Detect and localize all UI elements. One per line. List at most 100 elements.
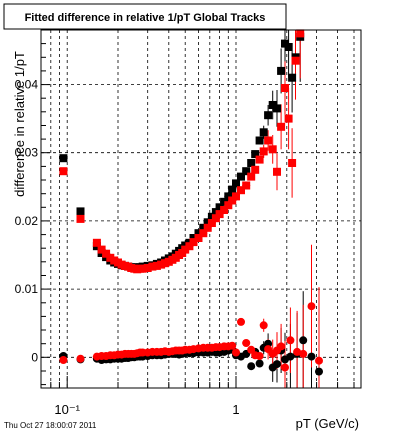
data-point-square (185, 242, 194, 251)
footer-timestamp: Thu Oct 27 18:00:07 2011 (4, 421, 97, 430)
data-point-square (232, 179, 240, 188)
y-tick-label: 0.03 (15, 146, 39, 160)
data-point-square (215, 203, 224, 212)
data-point-circle (242, 339, 251, 347)
data-point-circle (247, 345, 256, 354)
x-tick-label: 10⁻¹ (54, 402, 80, 417)
data-point-square (211, 214, 220, 223)
data-point-square (255, 155, 264, 164)
data-point-square (97, 245, 106, 254)
data-point-square (220, 206, 229, 214)
data-point-square (228, 185, 237, 194)
x-tick-label: 1 (232, 402, 239, 417)
data-point-square (203, 218, 212, 227)
data-point-square (92, 238, 101, 247)
data-point-circle (299, 336, 308, 345)
data-point-circle (277, 342, 286, 351)
data-point-square (102, 249, 111, 258)
data-point-square (59, 154, 68, 163)
data-points (59, 29, 323, 376)
data-point-square (181, 241, 190, 250)
data-point-circle (315, 356, 323, 365)
data-point-square (199, 223, 208, 232)
data-point-square (273, 104, 281, 113)
data-point-square (247, 172, 256, 181)
data-point-circle (281, 363, 289, 372)
data-point-circle (59, 356, 68, 364)
data-point-square (189, 238, 198, 247)
data-point-circle (315, 367, 323, 376)
data-point-square (277, 122, 286, 131)
y-axis-label: difference in relative 1/pT (12, 51, 27, 197)
data-point-square (264, 136, 273, 145)
x-axis-label: pT (GeV/c) (296, 416, 359, 431)
data-point-square (273, 167, 281, 176)
data-point-square (194, 234, 203, 242)
data-point-square (224, 192, 233, 201)
data-point-square (237, 186, 245, 195)
data-point-square (59, 167, 68, 176)
data-point-square (255, 136, 264, 145)
data-point-square (247, 159, 256, 167)
data-point-circle (293, 347, 302, 356)
data-point-square (224, 201, 233, 210)
data-point-square (215, 210, 224, 219)
data-point-square (228, 196, 237, 205)
data-point-circle (76, 354, 85, 363)
data-point-square (259, 128, 268, 137)
y-tick-label: 0.02 (15, 214, 39, 228)
data-point-circle (286, 336, 295, 345)
data-point-square (76, 207, 85, 216)
data-point-square (288, 73, 297, 82)
data-point-circle (237, 317, 245, 326)
data-point-square (148, 262, 157, 271)
data-point-square (277, 66, 286, 75)
y-tick-label: 0.01 (15, 282, 39, 296)
data-point-square (76, 214, 85, 223)
data-point-circle (307, 302, 316, 311)
y-tick-label: 0 (31, 350, 38, 364)
data-point-square (237, 172, 245, 181)
data-point-square (199, 229, 208, 238)
data-point-square (291, 56, 300, 65)
data-point-circle (247, 362, 256, 371)
data-point-square (284, 43, 293, 51)
data-point-square (181, 245, 190, 254)
chart-title: Fitted difference in relative 1/pT Globa… (25, 12, 266, 24)
data-point-square (242, 167, 251, 176)
data-point-square (251, 165, 260, 174)
title-frame (3, 3, 287, 30)
data-point-square (138, 264, 147, 273)
data-point-square (203, 223, 212, 232)
data-point-square (264, 111, 273, 120)
y-tick-label: 0.04 (15, 78, 39, 92)
data-point-square (194, 229, 203, 238)
data-point-circle (255, 359, 264, 368)
data-point-circle (232, 348, 240, 357)
data-point-square (268, 145, 277, 154)
axes: 10⁻¹ 1 0 0.01 0.02 0.03 0.04 (15, 29, 355, 417)
data-point-square (189, 234, 198, 242)
chart-title-box: Fitted difference in relative 1/pT Globa… (3, 3, 287, 30)
data-point-square (242, 181, 251, 190)
data-point-square (284, 114, 293, 123)
data-point-square (296, 29, 305, 38)
data-point-circle (228, 341, 237, 350)
data-point-square (281, 84, 289, 92)
data-point-circle (307, 352, 316, 361)
data-point-square (259, 147, 268, 156)
data-point-square (288, 159, 297, 167)
data-point-square (268, 101, 277, 109)
data-point-circle (255, 352, 264, 360)
data-point-circle (273, 360, 281, 369)
data-point-square (232, 192, 240, 201)
data-point-square (251, 150, 260, 159)
data-point-circle (286, 352, 295, 361)
data-point-square (143, 264, 152, 272)
data-point-circle (259, 321, 268, 330)
data-point-circle (299, 349, 308, 358)
plot-frame (40, 29, 362, 389)
data-point-square (152, 261, 161, 270)
